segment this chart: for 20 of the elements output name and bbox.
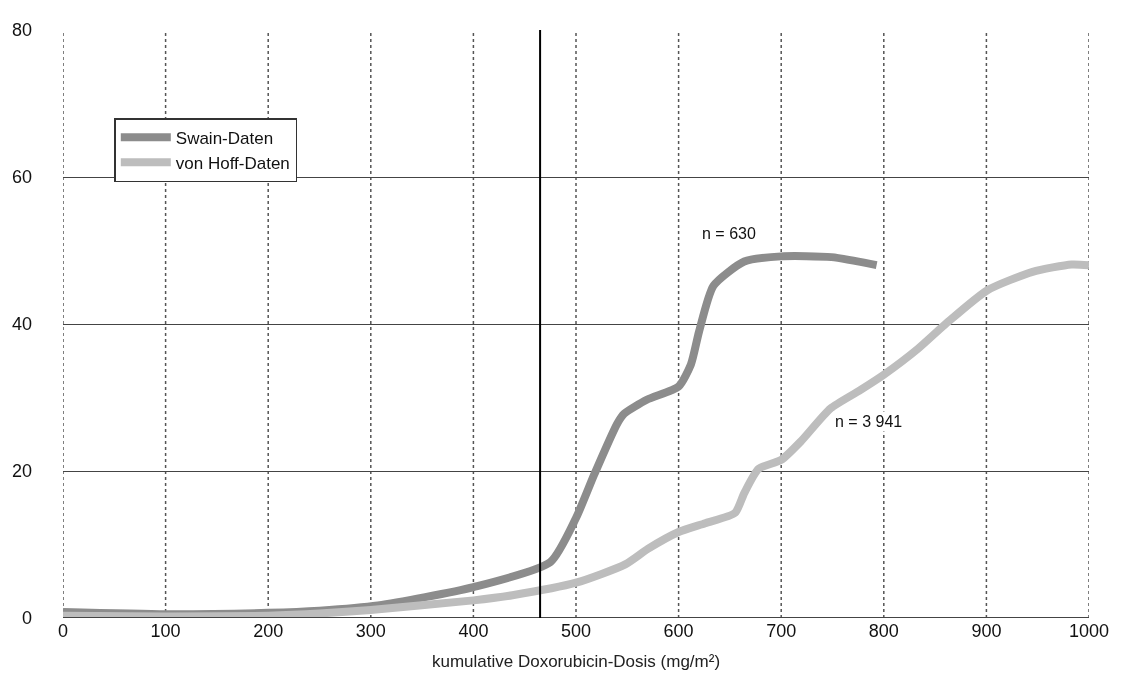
x-tick-label: 0	[57, 621, 69, 641]
x-tick-label: 300	[355, 621, 386, 641]
x-tick-label: 900	[971, 621, 1002, 641]
x-tick-label: 100	[150, 621, 181, 641]
x-tick-label: 800	[868, 621, 899, 641]
x-tick-label: 200	[253, 621, 284, 641]
x-tick-label: 1000	[1068, 621, 1110, 641]
annotation: n = 3 941	[835, 413, 903, 430]
y-tick-label: 60	[11, 167, 32, 188]
legend-label: Swain-Daten	[175, 128, 274, 148]
x-tick-label: 400	[458, 621, 489, 641]
legend-label: von Hoff-Daten	[175, 153, 290, 173]
x-axis-title: kumulative Doxorubicin-Dosis (mg/m²)	[431, 652, 721, 672]
x-tick-label: 600	[663, 621, 694, 641]
y-tick-label: 80	[11, 20, 32, 41]
annotation: n = 630	[702, 225, 756, 242]
y-tick-label: 40	[11, 314, 32, 335]
x-tick-label: 700	[766, 621, 797, 641]
y-tick-label: 20	[11, 461, 32, 482]
x-tick-label: 500	[560, 621, 592, 641]
